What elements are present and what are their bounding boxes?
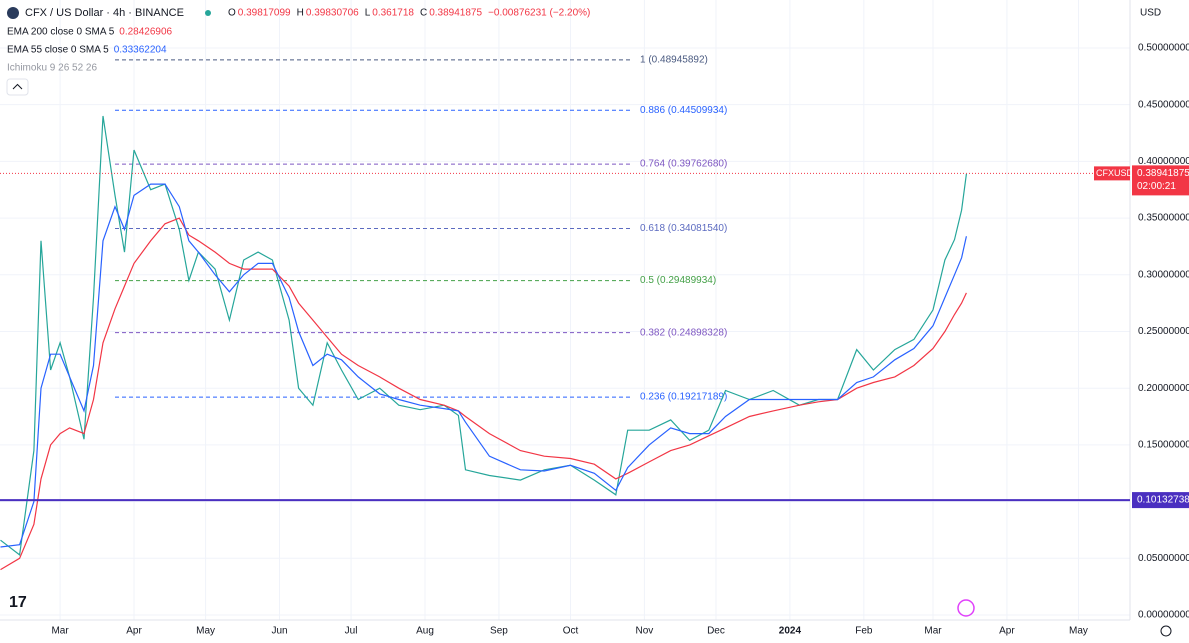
fib-label: 0.5 (0.29489934) <box>640 275 716 286</box>
ohlc-value: 0.39830706 <box>306 8 359 19</box>
price-tag: 0.10132738 <box>1137 495 1189 506</box>
price-axis-unit: USD <box>1140 8 1161 19</box>
price-tag-bg <box>1132 492 1189 509</box>
ohlc-label: H <box>297 8 304 19</box>
series-line <box>0 217 967 571</box>
x-tick-label: Jul <box>345 626 358 637</box>
price-tag-bg <box>1132 165 1189 196</box>
ohlc-label: O <box>228 8 236 19</box>
price-axis-bg <box>1130 0 1189 638</box>
x-tick-label: Nov <box>636 626 654 637</box>
series-line <box>0 183 967 548</box>
x-tick-label: Apr <box>999 626 1015 637</box>
y-tick-label: 0.45000000 <box>1138 99 1189 110</box>
y-tick-label: 0.25000000 <box>1138 326 1189 337</box>
fib-label: 0.618 (0.34081540) <box>640 223 727 234</box>
plot-area <box>0 0 1130 620</box>
x-tick-label: Feb <box>855 626 873 637</box>
logo: 17 <box>9 594 27 611</box>
collapse-button[interactable] <box>6 78 29 96</box>
fib-label: 0.382 (0.24898328) <box>640 327 727 338</box>
y-tick-label: 0.30000000 <box>1138 269 1189 280</box>
x-tick-label: May <box>196 626 215 637</box>
x-tick-label: Mar <box>51 626 69 637</box>
price-tag: 0.38941875 <box>1137 168 1189 179</box>
x-tick-label: Sep <box>490 626 508 637</box>
legend-value: 0.28426906 <box>119 27 172 38</box>
fib-label: 0.764 (0.39762680) <box>640 159 727 170</box>
fib-label: 1 (0.48945892) <box>640 55 708 66</box>
y-tick-label: 0.20000000 <box>1138 383 1189 394</box>
x-tick-label: Jun <box>271 626 287 637</box>
chart-title: CFX / US Dollar · 4h · BINANCE <box>25 7 184 19</box>
x-tick-label: May <box>1069 626 1088 637</box>
x-tick-label: Oct <box>563 626 579 637</box>
symbol-tag: CFXUSD <box>1096 168 1134 178</box>
series-line <box>0 115 967 557</box>
settings-icon[interactable] <box>1160 625 1172 637</box>
y-tick-label: 0.15000000 <box>1138 440 1189 451</box>
ohlc-value: 0.39817099 <box>238 8 291 19</box>
y-tick-label: 0.00000000 <box>1138 610 1189 621</box>
symbol-tag-bg <box>1094 166 1130 181</box>
legend-entry: EMA 55 close 0 SMA 5 <box>7 45 109 56</box>
legend-entry: EMA 200 close 0 SMA 5 <box>7 27 115 38</box>
ohlc-label: C <box>420 8 427 19</box>
fib-label: 0.886 (0.44509934) <box>640 105 727 116</box>
ohlc-value: 0.38941875 <box>429 8 482 19</box>
countdown: 02:00:21 <box>1137 181 1176 192</box>
y-tick-label: 0.05000000 <box>1138 553 1189 564</box>
market-status <box>205 10 211 16</box>
x-tick-label: Dec <box>707 626 725 637</box>
x-tick-label: 2024 <box>779 626 802 637</box>
x-tick-label: Mar <box>924 626 942 637</box>
alert-icon[interactable] <box>957 599 975 617</box>
x-tick-label: Aug <box>416 626 434 637</box>
price-change: −0.00876231 (−2.20%) <box>488 8 590 19</box>
x-tick-label: Apr <box>126 626 142 637</box>
y-tick-label: 0.40000000 <box>1138 156 1189 167</box>
y-tick-label: 0.35000000 <box>1138 213 1189 224</box>
fib-label: 0.236 (0.19217189) <box>640 392 727 403</box>
indicator-label: Ichimoku 9 26 52 26 <box>7 63 97 74</box>
symbol-icon <box>7 7 19 19</box>
legend-value: 0.33362204 <box>114 45 167 56</box>
collapse-icon <box>12 83 23 90</box>
ohlc-value: 0.361718 <box>372 8 414 19</box>
y-tick-label: 0.50000000 <box>1138 43 1189 54</box>
ohlc-label: L <box>365 8 371 19</box>
